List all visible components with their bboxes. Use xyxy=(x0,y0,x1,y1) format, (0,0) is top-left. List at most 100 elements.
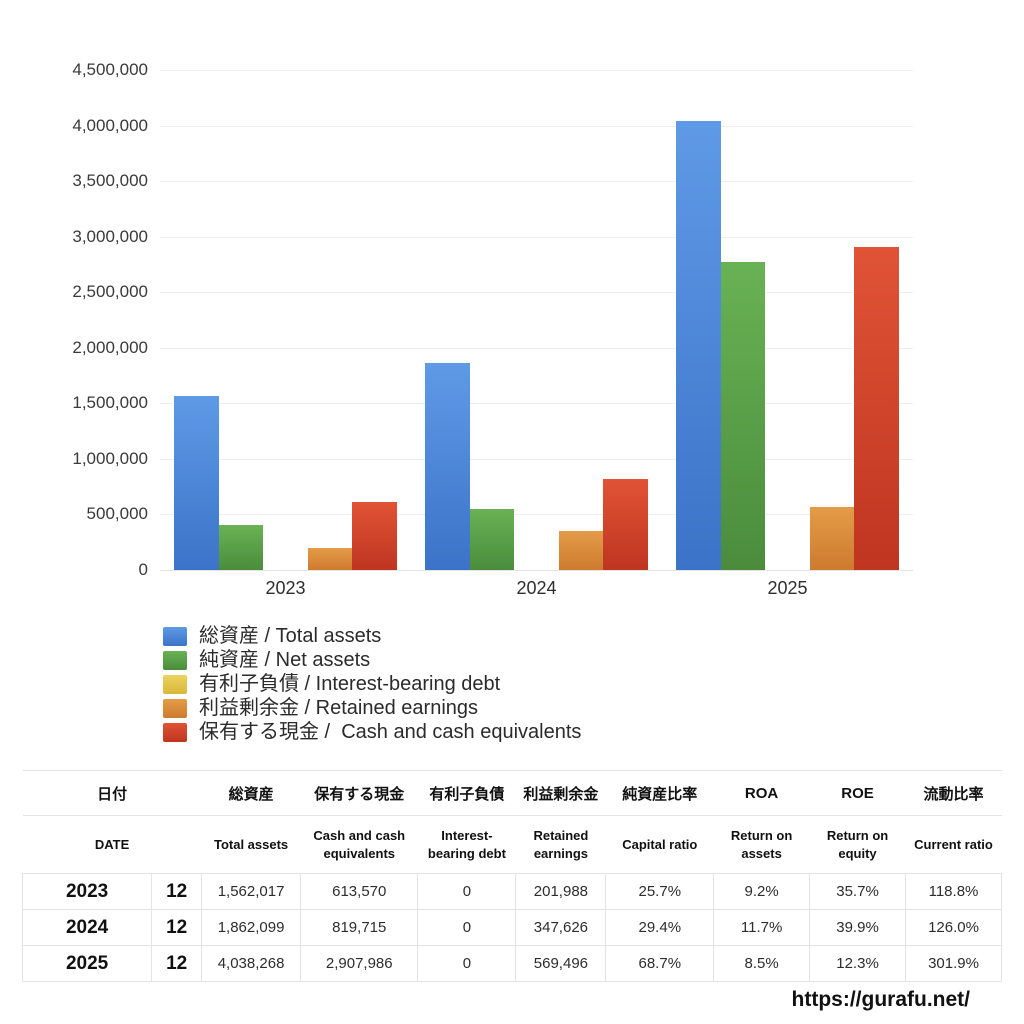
gridline xyxy=(160,292,913,294)
legend-item: 有利子負債 / Interest-bearing debt xyxy=(163,672,581,696)
value-cell: 201,988 xyxy=(515,873,607,910)
table-header-cell: DATE xyxy=(22,815,202,874)
x-axis-label: 2023 xyxy=(265,578,306,598)
legend-swatch xyxy=(163,674,187,694)
bar-retained-earnings xyxy=(809,506,855,570)
y-axis-tick-label: 3,000,000 xyxy=(72,226,148,246)
table-header-cell: Interest-bearing debt xyxy=(417,815,516,874)
value-cell: 11.7% xyxy=(713,909,811,946)
value-cell: 819,715 xyxy=(300,909,419,946)
legend-item: 純資産 / Net assets xyxy=(163,648,581,672)
legend-item: 保有する現金 / Cash and cash equivalents xyxy=(163,720,581,744)
value-cell: 68.7% xyxy=(605,945,715,982)
y-axis-tick-label: 0 xyxy=(138,560,148,579)
legend-label: 総資産 / Total assets xyxy=(199,625,382,647)
value-cell: 1,862,099 xyxy=(201,909,302,946)
site-watermark: https://gurafu.net/ xyxy=(791,988,970,1011)
x-axis-label: 2024 xyxy=(516,578,557,598)
table-header-cell: Retained earnings xyxy=(515,815,606,874)
table-header-cell: 流動比率 xyxy=(905,770,1002,816)
table-header-cell: 保有する現金 xyxy=(300,770,418,816)
table-row: 2024 12 1,862,099 819,715 0 347,626 29.4% 11.7%… xyxy=(21,909,1002,946)
y-axis-tick-label: 4,000,000 xyxy=(72,115,148,135)
legend-label: 利益剰余金 / Retained earnings xyxy=(199,697,479,719)
table-header-cell: Cash and cash equivalents xyxy=(300,815,418,874)
value-cell: 2,907,986 xyxy=(300,945,419,982)
table-header-cell: 有利子負債 xyxy=(417,770,516,816)
legend-swatch xyxy=(163,698,187,718)
value-cell: 118.8% xyxy=(905,873,1002,910)
value-cell: 12.3% xyxy=(809,945,906,982)
bar-group xyxy=(676,70,899,570)
y-axis-tick-label: 2,500,000 xyxy=(72,282,148,302)
bar-net-assets xyxy=(218,525,264,570)
value-cell: 9.2% xyxy=(713,873,811,910)
legend-label: 保有する現金 / Cash and cash equivalents xyxy=(199,721,582,743)
gridline xyxy=(160,403,913,405)
bar-total-assets xyxy=(676,121,721,570)
table-header-cell: Total assets xyxy=(201,815,301,874)
financial-table: 日付 総資産 保有する現金 有利子負債 利益剰余金 純資産比率 ROA ROE 流動比率 DATE… xyxy=(21,770,1002,982)
value-cell: 569,496 xyxy=(515,945,607,982)
month-cell: 12 xyxy=(151,945,203,982)
y-axis-tick-label: 1,000,000 xyxy=(72,448,148,468)
y-axis-tick-label: 4,500,000 xyxy=(72,60,148,79)
table-header-cell: Return on equity xyxy=(809,815,906,874)
y-axis-tick-label: 1,500,000 xyxy=(72,393,148,413)
legend-label: 有利子負債 / Interest-bearing debt xyxy=(199,673,501,695)
gridline xyxy=(160,570,913,571)
bar-group xyxy=(425,70,648,570)
gridline xyxy=(160,181,913,183)
legend-swatch xyxy=(163,722,187,742)
table-row: 2023 12 1,562,017 613,570 0 201,988 25.7% 9.2% 3… xyxy=(21,873,1002,910)
bar-total-assets xyxy=(425,363,470,570)
table-header-cell: ROE xyxy=(809,770,906,816)
table-header-cell: Return on assets xyxy=(713,815,810,874)
bar-cash-and-cash-equivalents xyxy=(352,501,397,570)
table-row: 2025 12 4,038,268 2,907,986 0 569,496 68.7% 8.5… xyxy=(21,945,1002,982)
financial-table-wrap: 日付 総資産 保有する現金 有利子負債 利益剰余金 純資産比率 ROA ROE 流動比率 DATE… xyxy=(21,770,1002,982)
bar-total-assets xyxy=(174,396,219,570)
bar-group xyxy=(174,70,397,570)
table-header-cell: Current ratio xyxy=(905,815,1002,874)
gridline xyxy=(160,458,913,460)
y-axis-tick-label: 2,000,000 xyxy=(72,337,148,357)
y-axis-tick-label: 500,000 xyxy=(86,504,148,524)
value-cell: 126.0% xyxy=(905,909,1002,946)
table-header-cell: 総資産 xyxy=(201,770,301,816)
table-header-cell: Capital ratio xyxy=(605,815,714,874)
value-cell: 8.5% xyxy=(713,945,811,982)
value-cell: 301.9% xyxy=(905,945,1002,982)
gridline xyxy=(160,514,913,516)
legend-item: 総資産 / Total assets xyxy=(163,624,581,648)
legend-swatch xyxy=(163,650,187,670)
year-cell: 2024 xyxy=(21,909,153,946)
legend-swatch xyxy=(163,626,187,646)
value-cell: 0 xyxy=(417,873,517,910)
bar-cash-and-cash-equivalents xyxy=(854,246,899,570)
gridline xyxy=(160,70,913,71)
table-header-cell: 日付 xyxy=(22,770,202,816)
bar-chart: 0 500,000 1,000,000 1,500,000 2,000,000 2,500… xyxy=(72,60,913,598)
bar-net-assets xyxy=(720,261,766,570)
year-cell: 2025 xyxy=(21,945,153,982)
chart-legend: 総資産 / Total assets 純資産 / Net assets 有利子負債 … xyxy=(163,624,581,744)
bar-retained-earnings xyxy=(307,547,353,570)
table-header-cell: 純資産比率 xyxy=(605,770,714,816)
value-cell: 25.7% xyxy=(605,873,715,910)
value-cell: 29.4% xyxy=(605,909,715,946)
table-header-cell: ROA xyxy=(713,770,810,816)
table-header-cell: 利益剰余金 xyxy=(515,770,606,816)
legend-label: 純資産 / Net assets xyxy=(199,649,371,671)
value-cell: 1,562,017 xyxy=(201,873,302,910)
gridline xyxy=(160,347,913,349)
bar-net-assets xyxy=(469,509,515,570)
month-cell: 12 xyxy=(151,909,203,946)
y-axis-tick-label: 3,500,000 xyxy=(72,171,148,191)
legend-item: 利益剰余金 / Retained earnings xyxy=(163,696,581,720)
gridline xyxy=(160,236,913,238)
x-axis-label: 2025 xyxy=(767,578,808,598)
month-cell: 12 xyxy=(151,873,203,910)
value-cell: 347,626 xyxy=(515,909,607,946)
